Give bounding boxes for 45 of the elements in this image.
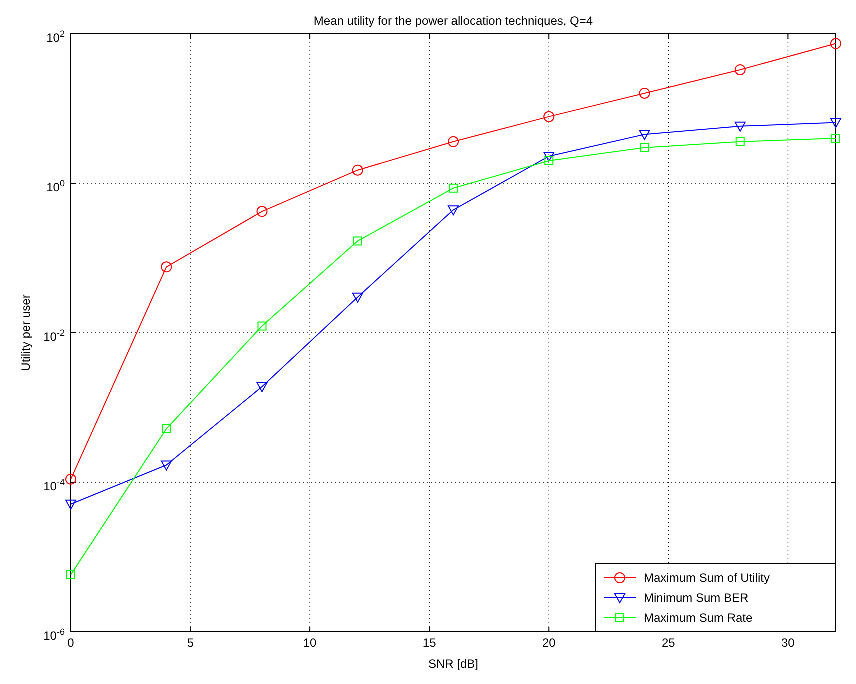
point [640, 143, 650, 152]
point [448, 136, 459, 148]
point [256, 382, 268, 392]
point [258, 322, 267, 331]
point [544, 111, 555, 122]
point [639, 130, 650, 140]
point [66, 570, 76, 580]
chart-title: Mean utility for the power allocation techniques, Q=4 [314, 14, 594, 28]
y-tick-label: 10$^{-2}$ [44, 328, 65, 344]
x-tick-label: 10 [303, 636, 318, 650]
point [352, 164, 364, 176]
point [162, 424, 172, 434]
point [66, 500, 76, 510]
x-axis-title: SNR [dB] [428, 657, 479, 671]
point [66, 474, 76, 485]
y-axis-title: Utility per user [19, 294, 33, 372]
legend-label: Minimum Sum BER [644, 591, 750, 605]
point [544, 152, 555, 162]
point [448, 206, 459, 216]
x-tick-label: 20 [542, 636, 556, 650]
y-tick-label: 10$^{0}$ [46, 178, 65, 194]
y-tick-label: 10$^{2}$ [46, 29, 65, 45]
x-tick-label: 5 [187, 636, 194, 650]
point [830, 38, 842, 50]
point [161, 262, 172, 273]
point [734, 64, 746, 76]
legend-label: Maximum Sum of Utility [644, 571, 770, 585]
point [639, 88, 650, 99]
point [734, 122, 746, 132]
point [449, 184, 458, 193]
legend-label: Maximum Sum Rate [644, 611, 754, 625]
point [544, 156, 554, 166]
point [161, 460, 172, 471]
y-tick-label: 10$^{-6}$ [44, 627, 65, 643]
point [830, 118, 842, 128]
x-tick-label: 25 [662, 636, 676, 650]
point [353, 236, 362, 246]
x-tick-label: 0 [68, 636, 75, 650]
y-tick-label: 10$^{-4}$ [44, 478, 65, 494]
point [832, 134, 840, 143]
point [736, 137, 745, 146]
point [352, 292, 364, 303]
point [256, 206, 268, 218]
x-tick-label: 15 [422, 636, 437, 650]
x-tick-label: 30 [782, 636, 796, 650]
